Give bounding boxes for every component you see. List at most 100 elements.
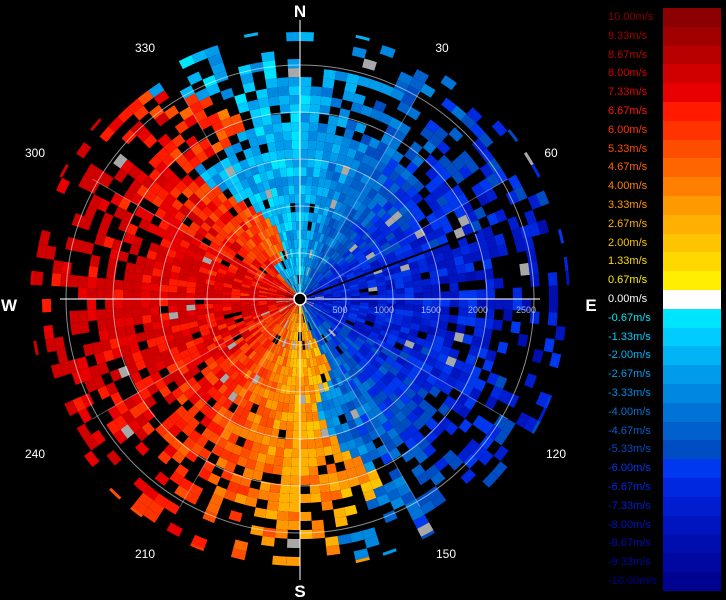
velocity-bin — [300, 104, 311, 114]
velocity-bin — [322, 288, 332, 293]
velocity-bin — [84, 450, 100, 467]
legend-swatch — [663, 553, 721, 572]
velocity-bin — [315, 392, 322, 403]
velocity-bin — [259, 286, 269, 291]
velocity-bin — [276, 186, 284, 197]
velocity-bin — [115, 401, 129, 415]
velocity-bin — [300, 95, 311, 105]
velocity-bin — [420, 318, 431, 327]
velocity-bin — [312, 420, 321, 431]
velocity-bin — [301, 313, 304, 323]
velocity-bin — [267, 293, 277, 297]
velocity-bin — [262, 314, 272, 320]
velocity-bin — [524, 373, 537, 389]
velocity-bin — [43, 325, 55, 340]
velocity-bin — [234, 181, 245, 193]
velocity-bin — [306, 330, 311, 341]
velocity-bin — [133, 105, 149, 121]
velocity-bin — [357, 75, 372, 88]
velocity-bin — [310, 269, 317, 279]
velocity-bin — [406, 106, 421, 121]
velocity-bin — [334, 201, 343, 212]
legend-entry: -5.33m/s — [606, 440, 722, 460]
velocity-bin — [303, 266, 307, 276]
velocity-bin — [278, 232, 285, 242]
velocity-bin — [429, 269, 440, 279]
velocity-bin — [160, 269, 171, 279]
velocity-bin — [300, 313, 303, 323]
velocity-bin — [252, 173, 262, 185]
velocity-bin — [281, 338, 287, 348]
velocity-bin — [437, 234, 449, 246]
velocity-bin — [276, 295, 286, 298]
velocity-bin — [403, 310, 414, 317]
azimuth-spoke — [91, 178, 301, 300]
legend-label: 10.00m/s — [608, 11, 654, 23]
velocity-bin — [310, 338, 316, 349]
velocity-bin — [458, 299, 469, 308]
velocity-bin — [287, 348, 292, 359]
velocity-bin — [311, 411, 320, 422]
velocity-bin — [453, 332, 465, 343]
velocity-bin — [207, 360, 219, 371]
velocity-bin — [428, 385, 441, 398]
velocity-bin — [317, 315, 325, 323]
velocity-bin — [230, 548, 247, 561]
velocity-bin — [268, 436, 278, 448]
legend-swatch — [663, 196, 721, 215]
velocity-bin — [346, 186, 356, 198]
legend-label: -5.33m/s — [608, 443, 651, 456]
velocity-bin — [285, 158, 294, 168]
velocity-bin — [300, 32, 314, 42]
velocity-bin — [288, 312, 294, 321]
velocity-bin — [379, 330, 390, 338]
velocity-bin — [204, 308, 215, 314]
velocity-bin — [320, 391, 328, 402]
velocity-bin — [169, 271, 180, 280]
velocity-bin — [327, 276, 337, 283]
velocity-bin — [360, 481, 374, 493]
velocity-bin — [189, 221, 201, 232]
velocity-bin — [321, 234, 329, 245]
velocity-bin — [187, 315, 198, 323]
velocity-bin — [433, 378, 446, 391]
velocity-bin — [291, 266, 295, 276]
velocity-bin — [193, 109, 208, 123]
velocity-bin — [171, 198, 184, 211]
velocity-bin — [237, 200, 248, 211]
legend-label: 0.67m/s — [608, 274, 648, 287]
velocity-bin — [425, 356, 437, 368]
velocity-bin — [181, 411, 194, 424]
velocity-bin — [375, 315, 386, 322]
velocity-bin — [281, 213, 288, 223]
velocity-bin — [401, 243, 413, 253]
velocity-bin — [273, 456, 284, 467]
velocity-bin — [234, 274, 244, 281]
velocity-bin — [219, 242, 230, 252]
velocity-bin — [224, 125, 237, 138]
velocity-bin — [223, 210, 234, 221]
velocity-bin — [285, 300, 295, 305]
velocity-bin — [188, 393, 201, 406]
velocity-bin — [187, 405, 200, 418]
velocity-bin — [287, 67, 300, 78]
velocity-bin — [52, 260, 63, 274]
velocity-bin — [159, 200, 172, 213]
velocity-bin — [231, 142, 243, 154]
velocity-bin — [300, 421, 307, 431]
velocity-bin — [310, 329, 316, 339]
velocity-bin — [235, 237, 245, 247]
velocity-bin — [271, 281, 280, 287]
compass-north: N — [294, 2, 306, 21]
velocity-bin — [357, 256, 368, 265]
velocity-bin — [309, 384, 315, 395]
velocity-bin — [286, 268, 292, 278]
velocity-bin — [367, 309, 377, 316]
velocity-bin — [168, 299, 178, 306]
velocity-bin — [179, 106, 194, 121]
velocity-bin — [320, 266, 329, 275]
velocity-bin — [143, 485, 159, 501]
velocity-bin — [463, 396, 477, 411]
velocity-bin — [204, 289, 214, 295]
velocity-bin — [202, 333, 213, 342]
